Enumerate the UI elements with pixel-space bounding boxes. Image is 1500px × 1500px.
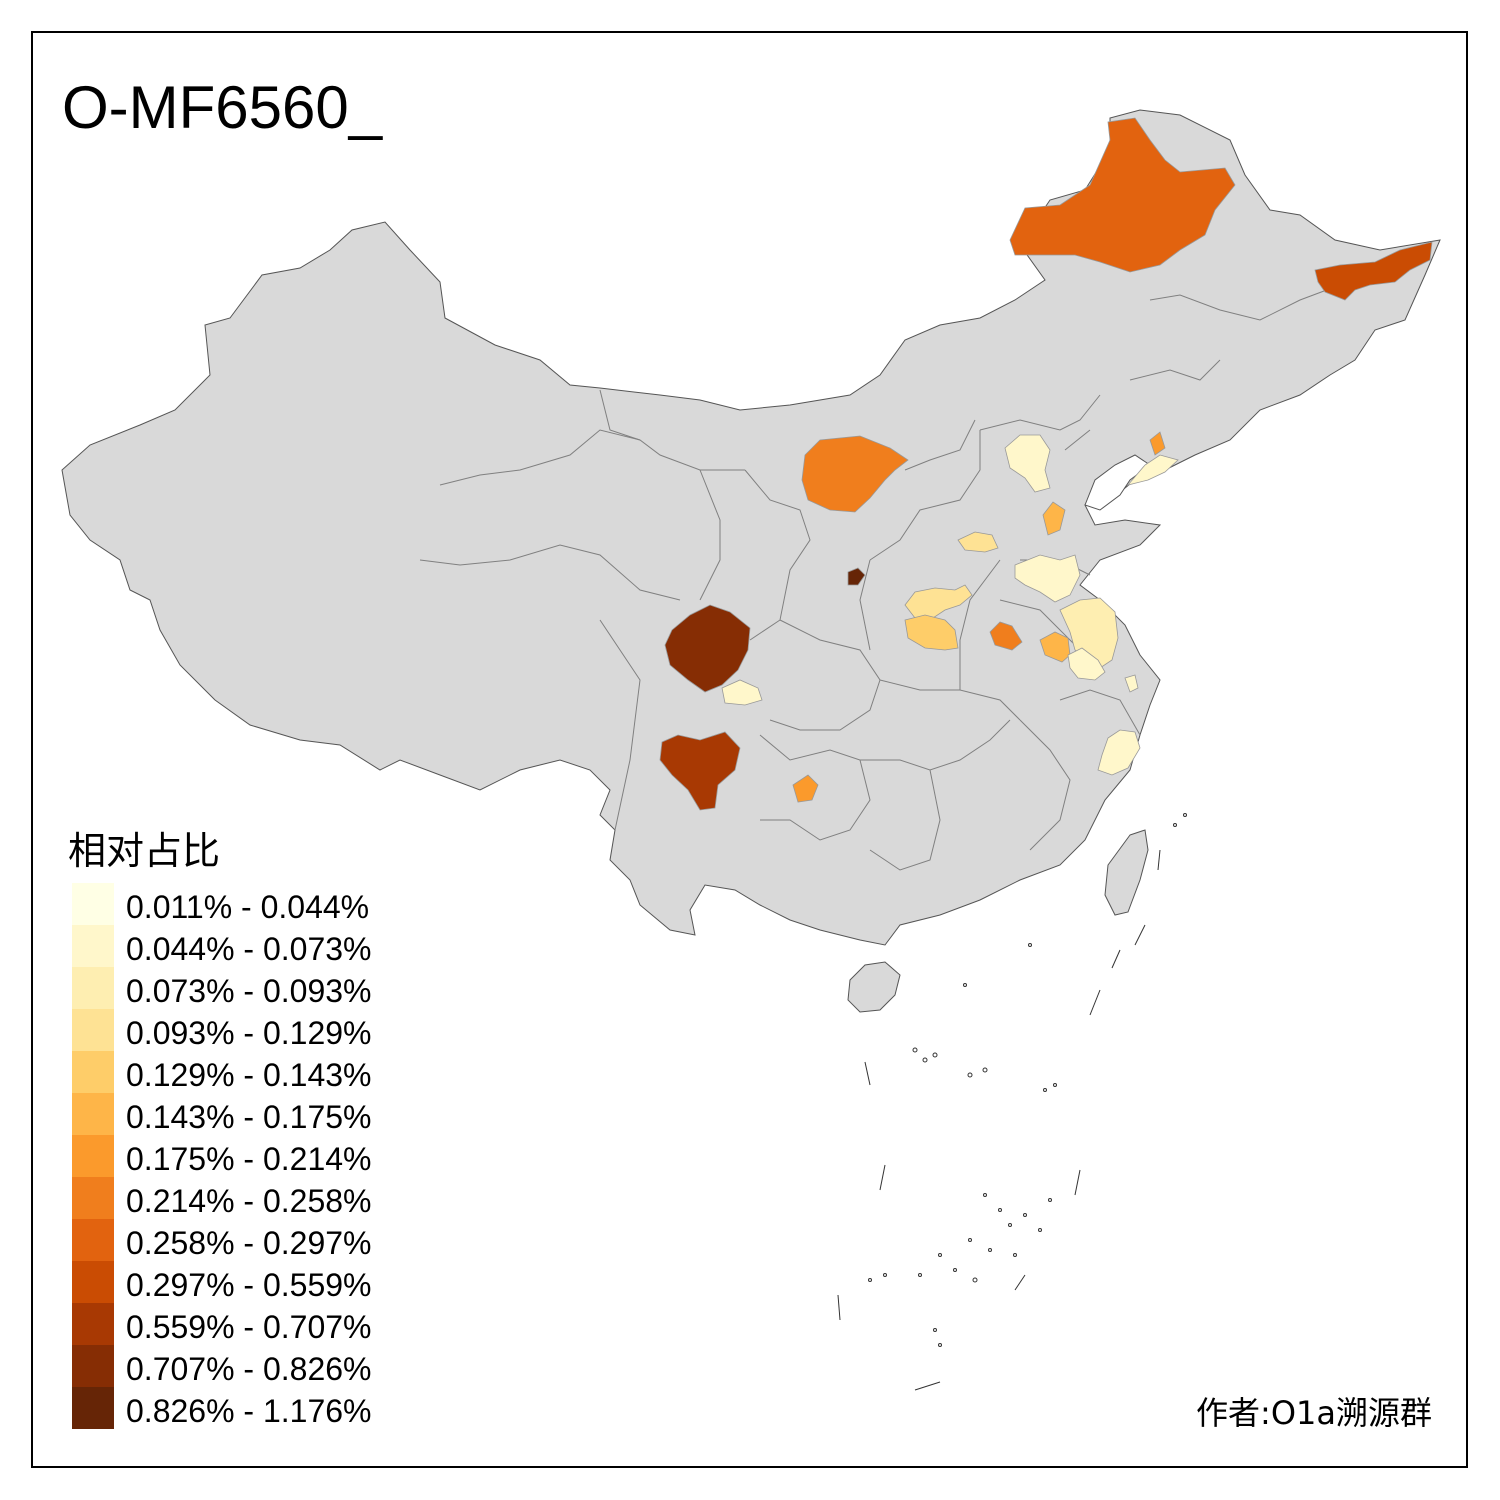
region-jiangsu-south (1067, 647, 1106, 681)
region-liangshan (659, 731, 741, 811)
region-hebei-south (1042, 501, 1066, 536)
legend-label: 0.297% - 0.559% (126, 1267, 372, 1303)
region-shanxi-small (847, 567, 866, 586)
legend-swatch (72, 1093, 114, 1135)
region-hulunbuir (1009, 117, 1236, 273)
legend-swatch (72, 1387, 114, 1429)
region-liaoning-coast (1126, 454, 1179, 486)
colored-regions (659, 117, 1433, 811)
legend-title: 相对占比 (68, 829, 221, 873)
region-shanghai-nearby (1124, 674, 1139, 693)
map-title: O-MF6560_ (62, 74, 383, 141)
legend-label: 0.559% - 0.707% (126, 1309, 372, 1345)
region-guizhou-small (792, 774, 819, 803)
legend-swatch (72, 883, 114, 925)
region-chengdu (721, 679, 763, 706)
legend-label: 0.258% - 0.297% (126, 1225, 372, 1261)
region-shandong-west (1014, 554, 1081, 603)
legend-label: 0.175% - 0.214% (126, 1141, 372, 1177)
region-jiangsu-north (1059, 597, 1119, 669)
region-sichuan-north (664, 604, 751, 693)
region-heilongjiang-east (1314, 241, 1433, 301)
legend-swatch (72, 1219, 114, 1261)
region-zhejiang (1097, 729, 1141, 776)
legend-label: 0.826% - 1.176% (126, 1393, 372, 1429)
legend-swatch (72, 1051, 114, 1093)
hainan-island (847, 961, 901, 1013)
region-dalian (1149, 431, 1166, 456)
legend-label: 0.011% - 0.044% (126, 889, 370, 925)
legend-swatch (72, 1261, 114, 1303)
taiwan-island (1104, 829, 1149, 916)
region-beijing-hebei (1004, 434, 1051, 493)
legend-label: 0.143% - 0.175% (126, 1099, 372, 1135)
province-borders (419, 284, 1341, 871)
legend-label: 0.044% - 0.073% (126, 931, 372, 967)
legend-label: 0.707% - 0.826% (126, 1351, 372, 1387)
region-taiyuan (957, 531, 999, 553)
legend-swatch (72, 925, 114, 967)
legend-label: 0.214% - 0.258% (126, 1183, 372, 1219)
legend-swatch (72, 967, 114, 1009)
mainland-china (61, 109, 1441, 946)
south-china-sea-islands (837, 813, 1187, 1391)
region-henan-central (904, 614, 959, 651)
legend-label: 0.073% - 0.093% (126, 973, 372, 1009)
legend-label: 0.093% - 0.129% (126, 1015, 372, 1051)
legend-label: 0.129% - 0.143% (126, 1057, 372, 1093)
author-credit: 作者:O1a溯源群 (1196, 1394, 1432, 1432)
region-henan-east (989, 621, 1023, 651)
legend-swatch (72, 1135, 114, 1177)
legend-swatch (72, 1345, 114, 1387)
map-frame (31, 31, 1468, 1468)
legend-swatch (72, 1009, 114, 1051)
legend-swatch (72, 1303, 114, 1345)
country-landmass (61, 109, 1441, 1013)
region-inner-mongolia-central (801, 435, 909, 513)
legend-swatch (72, 1177, 114, 1219)
